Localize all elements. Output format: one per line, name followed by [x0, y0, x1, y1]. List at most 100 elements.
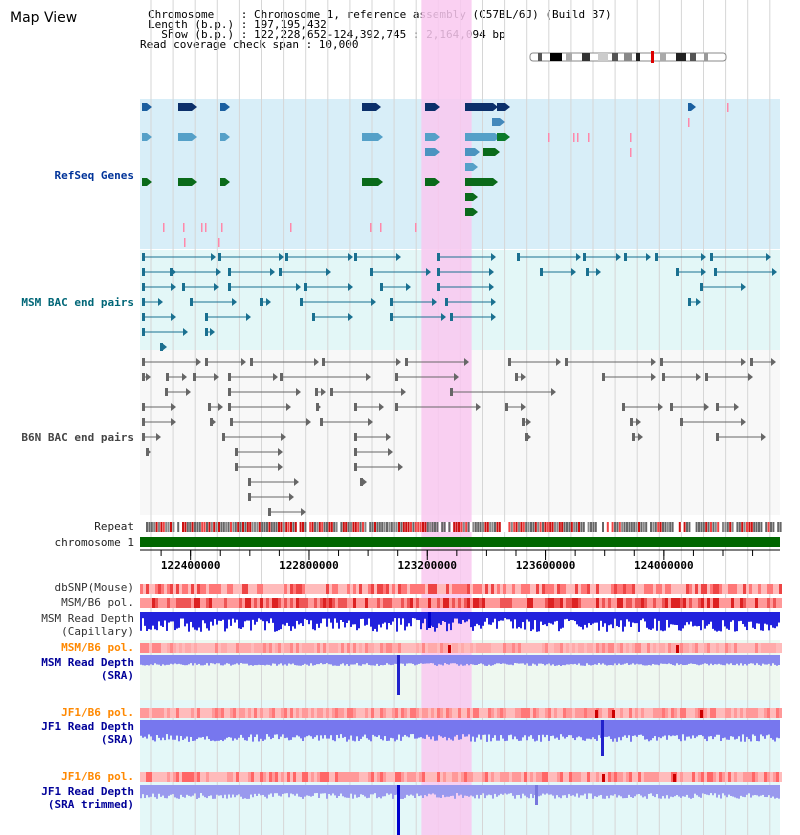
bac-end-left[interactable] — [190, 298, 193, 306]
depth-bar[interactable] — [638, 720, 640, 735]
heat-cell[interactable] — [686, 584, 689, 594]
heat-cell[interactable] — [725, 643, 728, 653]
depth-bar[interactable] — [440, 655, 442, 665]
depth-bar[interactable] — [174, 655, 176, 664]
heat-cell[interactable] — [524, 772, 527, 782]
heat-cell[interactable] — [737, 772, 740, 782]
heat-cell[interactable] — [641, 598, 644, 608]
bac-end-right[interactable] — [306, 418, 311, 426]
bac-end-left[interactable] — [142, 373, 145, 381]
depth-bar[interactable] — [458, 655, 460, 666]
depth-bar[interactable] — [768, 785, 770, 796]
heat-cell[interactable] — [194, 708, 197, 718]
heat-cell[interactable] — [569, 598, 572, 608]
depth-bar[interactable] — [536, 655, 538, 666]
heat-cell[interactable] — [590, 598, 593, 608]
msm-b6-pol-label[interactable]: MSM/B6 pol. — [61, 596, 134, 609]
depth-bar[interactable] — [722, 655, 724, 666]
heat-cell[interactable] — [239, 584, 242, 594]
depth-bar[interactable] — [350, 655, 352, 665]
depth-bar[interactable] — [640, 655, 642, 665]
heat-cell[interactable] — [320, 772, 323, 782]
repeat-element[interactable] — [179, 522, 182, 532]
repeat-element[interactable] — [314, 522, 316, 532]
heat-cell[interactable] — [362, 598, 365, 608]
heat-cell[interactable] — [410, 643, 413, 653]
depth-bar[interactable] — [220, 655, 222, 666]
depth-bar[interactable] — [408, 655, 410, 664]
heat-cell[interactable] — [581, 584, 584, 594]
heat-cell[interactable] — [638, 708, 641, 718]
depth-bar[interactable] — [258, 612, 260, 619]
repeat-element[interactable] — [575, 522, 578, 532]
bac-end-right[interactable] — [186, 388, 191, 396]
heat-cell[interactable] — [317, 643, 320, 653]
depth-bar[interactable] — [358, 785, 360, 798]
depth-bar[interactable] — [260, 655, 262, 666]
heat-cell[interactable] — [653, 708, 656, 718]
heat-cell[interactable] — [722, 643, 725, 653]
bac-end-left[interactable] — [750, 358, 753, 366]
depth-bar[interactable] — [434, 785, 436, 795]
repeat-element[interactable] — [268, 522, 271, 532]
depth-bar[interactable] — [708, 612, 710, 625]
bac-end-left[interactable] — [705, 373, 708, 381]
heat-cell[interactable] — [767, 643, 770, 653]
bac-end-left[interactable] — [380, 283, 383, 291]
depth-bar[interactable] — [644, 720, 646, 740]
depth-bar[interactable] — [530, 612, 532, 632]
heat-cell[interactable] — [770, 708, 773, 718]
heat-cell[interactable] — [383, 584, 386, 594]
heat-cell[interactable] — [587, 643, 590, 653]
depth-bar[interactable] — [294, 720, 296, 738]
heat-cell[interactable] — [419, 598, 422, 608]
depth-bar[interactable] — [654, 655, 656, 665]
bac-end-left[interactable] — [228, 403, 231, 411]
depth-bar[interactable] — [318, 655, 320, 665]
depth-bar[interactable] — [676, 612, 678, 626]
depth-bar[interactable] — [204, 785, 206, 798]
repeat-element[interactable] — [160, 522, 163, 532]
heat-cell[interactable] — [242, 598, 245, 608]
heat-cell[interactable] — [518, 772, 521, 782]
depth-bar[interactable] — [318, 612, 320, 628]
heat-cell[interactable] — [440, 584, 443, 594]
depth-bar[interactable] — [234, 720, 236, 739]
heat-cell[interactable] — [206, 584, 209, 594]
depth-bar[interactable] — [310, 720, 312, 737]
heat-cell[interactable] — [455, 598, 458, 608]
heat-cell[interactable] — [344, 598, 347, 608]
gene-tick[interactable] — [573, 133, 575, 142]
depth-bar[interactable] — [492, 785, 494, 799]
bac-end-left[interactable] — [228, 268, 231, 276]
depth-bar[interactable] — [512, 720, 514, 740]
heat-cell[interactable] — [683, 643, 686, 653]
heat-cell[interactable] — [326, 598, 329, 608]
depth-bar[interactable] — [636, 612, 638, 624]
depth-bar[interactable] — [582, 612, 584, 630]
heat-cell[interactable] — [671, 598, 674, 608]
repeat-element[interactable] — [448, 522, 451, 532]
depth-bar[interactable] — [262, 655, 264, 665]
heat-cell[interactable] — [713, 584, 716, 594]
heat-cell[interactable] — [512, 772, 515, 782]
bac-end-right[interactable] — [696, 373, 701, 381]
heat-cell[interactable] — [419, 643, 422, 653]
depth-bar[interactable] — [256, 655, 258, 666]
depth-bar[interactable] — [320, 612, 322, 624]
heat-cell[interactable] — [218, 584, 221, 594]
gene-feature[interactable] — [362, 103, 376, 111]
heat-cell[interactable] — [725, 598, 728, 608]
bac-end-right[interactable] — [216, 268, 221, 276]
heat-cell[interactable] — [284, 643, 287, 653]
heat-cell[interactable] — [719, 584, 722, 594]
depth-bar[interactable] — [300, 612, 302, 624]
depth-bar[interactable] — [720, 655, 722, 665]
heat-cell[interactable] — [590, 584, 593, 594]
heat-cell[interactable] — [590, 708, 593, 718]
heat-cell[interactable] — [701, 772, 704, 782]
depth-bar[interactable] — [660, 612, 662, 631]
heat-cell[interactable] — [335, 598, 338, 608]
depth-bar[interactable] — [346, 785, 348, 798]
depth-bar[interactable] — [418, 612, 420, 621]
